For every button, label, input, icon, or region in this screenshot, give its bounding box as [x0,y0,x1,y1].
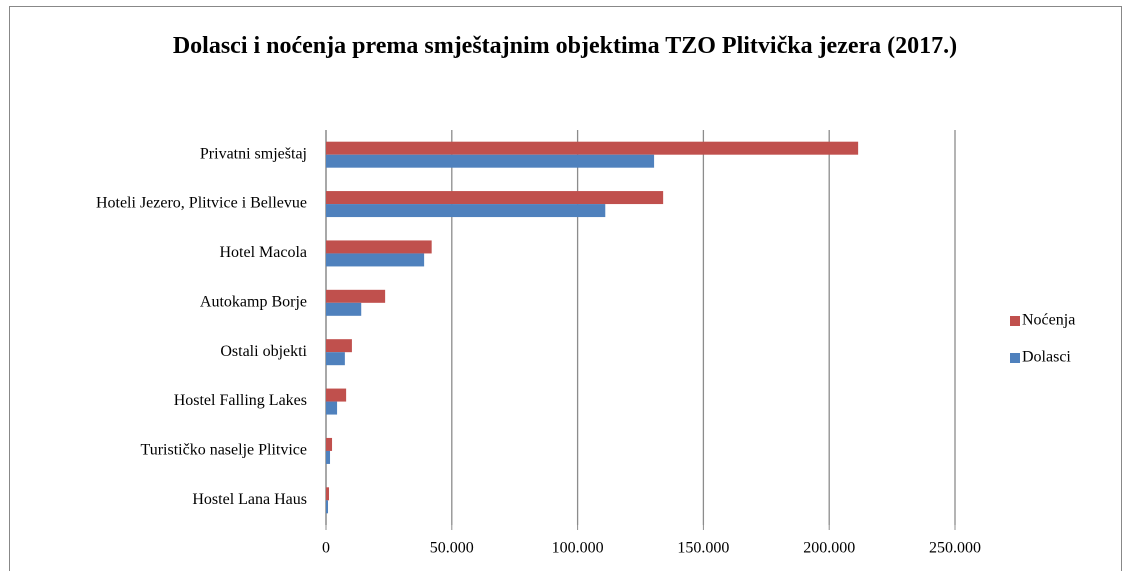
bar [326,487,330,501]
bar [326,302,362,316]
bar [326,240,432,254]
y-tick-label: Hoteli Jezero, Plitvice i Bellevue [96,195,307,212]
y-tick-label: Privatni smještaj [200,145,307,162]
legend-label: Noćenja [1022,312,1075,329]
legend-label: Dolasci [1022,349,1071,366]
bar [326,388,347,402]
x-tick-label: 150.000 [677,540,729,557]
y-tick-label: Hotel Macola [219,244,307,261]
x-tick-label: 200.000 [803,540,855,557]
x-tick-label: 250.000 [929,540,981,557]
x-tick-label: 0 [322,540,330,557]
x-tick-label: 100.000 [552,540,604,557]
bar [326,204,606,218]
x-tick-label: 50.000 [430,540,474,557]
y-tick-label: Hostel Lana Haus [192,491,307,508]
bar [326,352,345,366]
bar [326,253,425,267]
bar [326,450,331,464]
y-tick-label: Ostali objekti [220,343,307,360]
bar [326,401,338,415]
bar [326,289,386,303]
bar [326,141,859,155]
bar [326,437,333,451]
bar [326,339,352,353]
bar [326,191,664,205]
legend-swatch [1010,316,1020,326]
y-tick-label: Turističko naselje Plitvice [140,442,307,459]
chart-title: Dolasci i noćenja prema smještajnim obje… [172,33,958,59]
y-tick-label: Autokamp Borje [200,293,307,310]
bar [326,154,655,168]
y-tick-label: Hostel Falling Lakes [174,392,307,409]
chart-frame [9,6,1122,571]
legend-swatch [1010,353,1020,363]
bar [326,500,329,514]
